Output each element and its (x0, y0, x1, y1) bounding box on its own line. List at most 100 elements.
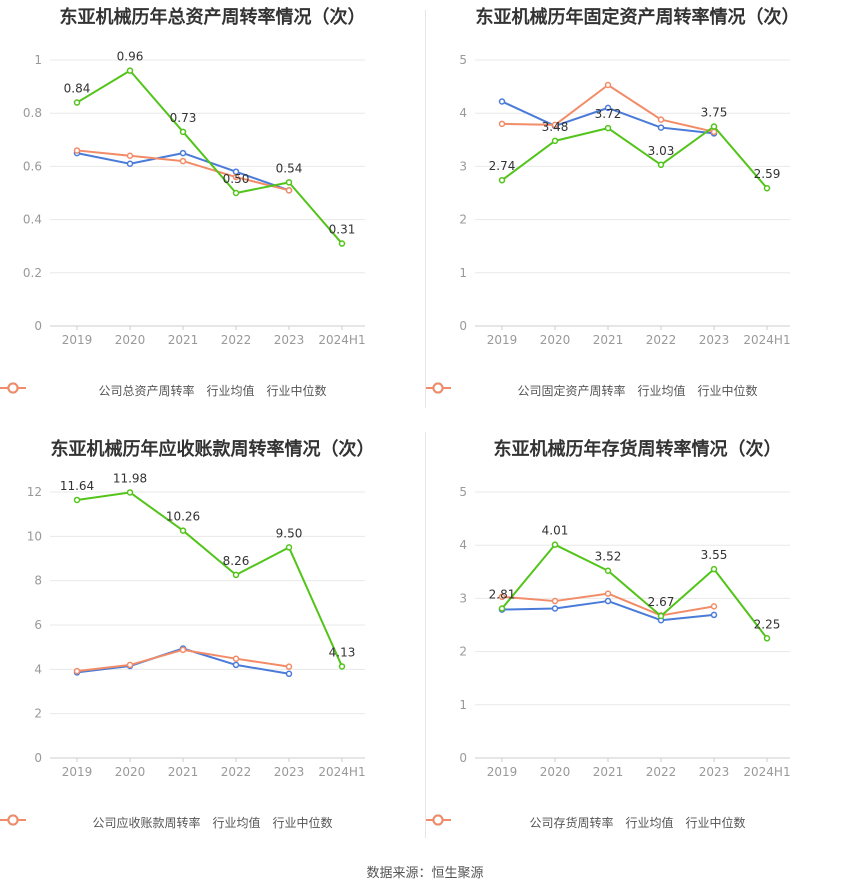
legend-item-median[interactable]: 行业中位数 (0, 382, 327, 399)
x-tick-label: 2023 (699, 765, 730, 779)
data-label: 9.50 (276, 526, 303, 540)
data-point-avg (551, 605, 559, 612)
data-point-median (551, 121, 559, 129)
y-tick-label: 0.2 (23, 266, 42, 280)
y-tick-label: 5 (459, 53, 467, 67)
y-tick-label: 2 (459, 645, 467, 659)
data-point-company (498, 605, 506, 612)
x-tick-label: 2024H1 (318, 765, 365, 779)
legend-label: 公司存货周转率 (529, 816, 614, 830)
legend-item-company[interactable]: 公司应收账款周转率 (0, 814, 200, 831)
y-tick-label: 1 (459, 698, 467, 712)
legend-item-avg[interactable]: 行业均值 (425, 382, 686, 399)
data-point-median (657, 116, 665, 123)
y-tick-label: 12 (27, 485, 42, 499)
data-point-median (179, 646, 187, 654)
y-tick-label: 8 (34, 574, 42, 588)
data-label: 11.98 (113, 471, 147, 485)
y-tick-label: 3 (459, 591, 467, 605)
y-tick-label: 0.8 (23, 106, 42, 120)
data-label: 2.74 (489, 159, 516, 173)
data-point-company (73, 99, 81, 106)
data-point-company (710, 123, 718, 130)
legend-item-company[interactable]: 公司存货周转率 (425, 814, 614, 831)
data-point-company (657, 161, 665, 169)
data-label: 0.54 (276, 161, 303, 175)
legend-item-avg[interactable]: 行业均值 (425, 814, 674, 831)
x-tick-label: 2024H1 (743, 333, 790, 347)
x-tick-label: 2020 (115, 765, 146, 779)
series-line-company (501, 125, 768, 189)
data-point-avg (179, 149, 187, 157)
data-point-median (710, 603, 718, 610)
legend-item-median[interactable]: 行业中位数 (0, 814, 333, 831)
data-label: 4.13 (329, 645, 356, 659)
data-point-avg (126, 160, 134, 167)
data-point-median (73, 147, 81, 154)
y-tick-label: 3 (459, 159, 467, 173)
data-point-avg (604, 104, 612, 112)
data-point-median (285, 663, 293, 670)
chart-panel-receivables-turnover: 东亚机械历年应收账款周转率情况（次） 0 2 4 6 8 10 12 2019 2020 2021… (0, 432, 425, 864)
data-point-company (126, 489, 134, 496)
chart-panel-fixed-asset-turnover: 东亚机械历年固定资产周转率情况（次） 0 1 2 3 4 5 2019 2020 2021 202… (425, 0, 850, 432)
legend-label: 行业中位数 (697, 384, 758, 398)
y-tick-label: 0 (459, 319, 467, 333)
data-point-median (551, 597, 559, 605)
data-point-avg (604, 597, 612, 605)
legend-item-avg[interactable]: 行业均值 (0, 382, 255, 399)
legend-label: 公司总资产周转率 (98, 384, 195, 398)
chart-plot: 0 1 2 3 4 5 2019 2020 2021 2022 2023 2024H1 2.81 4.01… (459, 485, 790, 779)
y-tick-label: 0.6 (23, 159, 42, 173)
data-point-company (232, 189, 240, 197)
data-point-company (179, 128, 187, 136)
data-label: 3.03 (648, 144, 675, 158)
data-point-avg (232, 661, 240, 669)
legend-item-company[interactable]: 公司固定资产周转率 (425, 382, 625, 399)
data-point-avg (285, 670, 293, 678)
legend-item-avg[interactable]: 行业均值 (0, 814, 261, 831)
legend-marker-icon (0, 814, 26, 826)
data-point-median (285, 187, 293, 194)
x-tick-label: 2019 (487, 765, 518, 779)
x-tick-label: 2023 (274, 333, 305, 347)
x-tick-label: 2019 (487, 333, 518, 347)
y-tick-label: 0 (34, 751, 42, 765)
x-tick-label: 2021 (593, 765, 624, 779)
data-label: 11.64 (60, 479, 94, 493)
data-point-median (498, 593, 506, 601)
x-tick-label: 2023 (699, 333, 730, 347)
series-line-company (76, 69, 343, 245)
chart-legend: 公司总资产周转率 行业均值 行业中位数 (0, 382, 425, 399)
data-point-company (551, 137, 559, 145)
series-line-company (501, 543, 768, 639)
series-line-company (76, 491, 343, 667)
y-tick-label: 1 (34, 53, 42, 67)
x-tick-label: 2020 (115, 333, 146, 347)
data-point-median (498, 120, 506, 128)
data-point-company (338, 240, 346, 247)
chart-legend: 公司存货周转率 行业均值 行业中位数 (425, 814, 850, 831)
data-point-avg (498, 98, 506, 105)
data-point-company (285, 179, 293, 186)
data-label: 3.72 (595, 107, 622, 121)
data-point-median (232, 655, 240, 662)
x-tick-label: 2019 (62, 765, 93, 779)
data-point-company (126, 67, 134, 74)
data-label: 2.81 (489, 588, 516, 602)
data-point-company (338, 663, 346, 670)
legend-item-median[interactable]: 行业中位数 (425, 814, 746, 831)
x-tick-label: 2019 (62, 333, 93, 347)
chart-legend: 公司固定资产周转率 行业均值 行业中位数 (425, 382, 850, 399)
legend-item-company[interactable]: 公司总资产周转率 (0, 382, 195, 399)
chart-plot: 0 0.2 0.4 0.6 0.8 1 2019 2020 2021 2022 2023 2024H1… (23, 50, 366, 347)
legend-label: 行业中位数 (272, 816, 333, 830)
data-label: 10.26 (166, 510, 200, 524)
legend-item-median[interactable]: 行业中位数 (425, 382, 758, 399)
legend-marker-icon (425, 382, 451, 394)
data-point-company (551, 541, 559, 548)
data-point-median (604, 590, 612, 597)
data-label: 2.59 (754, 167, 781, 181)
data-point-company (73, 496, 81, 504)
data-label: 3.52 (595, 550, 622, 564)
